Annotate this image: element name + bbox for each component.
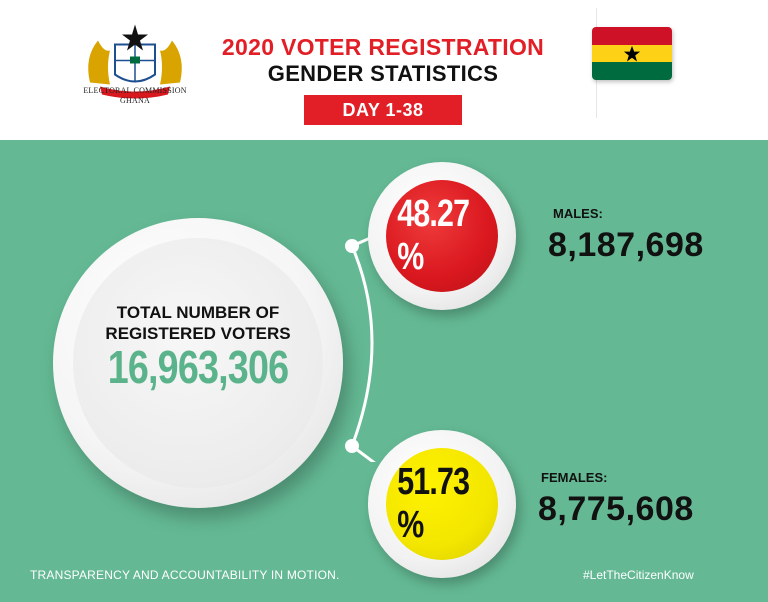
total-label-line-1: TOTAL NUMBER OF <box>116 303 280 322</box>
footer-hashtag: #LetTheCitizenKnow <box>583 568 694 582</box>
total-circle-inner <box>73 238 323 488</box>
organization-name: ELECTORAL COMMISSION GHANA <box>70 86 200 106</box>
total-label: TOTAL NUMBER OF REGISTERED VOTERS <box>83 302 313 344</box>
male-percent: 48.27 % <box>397 193 470 278</box>
male-label: MALES: <box>553 206 603 221</box>
total-label-line-2: REGISTERED VOTERS <box>105 324 291 343</box>
male-count: 8,187,698 <box>548 226 704 264</box>
header: ELECTORAL COMMISSION GHANA 2020 VOTER RE… <box>0 0 768 140</box>
period-badge: DAY 1-38 <box>304 95 462 125</box>
female-percent-disc: 51.73 % <box>386 448 498 560</box>
female-label: FEMALES: <box>541 470 608 485</box>
page-subtitle: GENDER STATISTICS <box>267 61 499 86</box>
coat-of-arms-icon <box>88 24 182 99</box>
org-line-1: ELECTORAL COMMISSION <box>83 86 187 95</box>
total-value: 16,963,306 <box>107 341 289 393</box>
org-line-2: GHANA <box>120 96 150 105</box>
ghana-flag-icon <box>592 27 672 80</box>
footer-tagline: TRANSPARENCY AND ACCOUNTABILITY IN MOTIO… <box>30 568 340 582</box>
male-percent-disc: 48.27 % <box>386 180 498 292</box>
page-title: 2020 VOTER REGISTRATION <box>221 34 545 60</box>
female-percent: 51.73 % <box>397 461 470 546</box>
female-count: 8,775,608 <box>538 490 694 528</box>
